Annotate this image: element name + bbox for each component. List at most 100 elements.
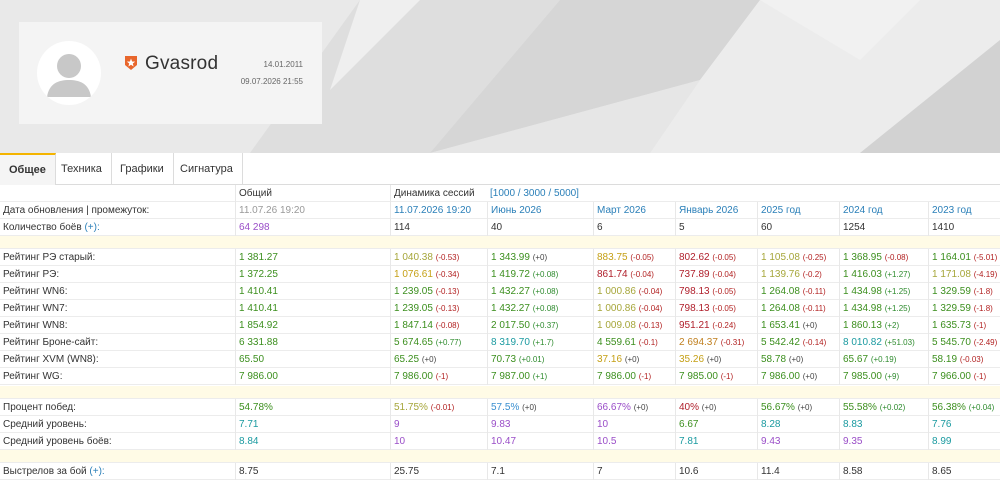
- period-2023[interactable]: 2023 год: [928, 202, 1000, 219]
- performance-row: Средний уровень: 7.71 9 9.83 10 6.67 8.28 8.83 7…: [0, 416, 1000, 433]
- performance-row-cell: 51.75% (-0.01): [390, 399, 487, 416]
- stat-value: 1 264.08: [761, 286, 800, 297]
- stat-value: 1 239.05: [394, 303, 433, 314]
- performance-row-cell: 10: [390, 433, 487, 450]
- rating-row-cell: 1 239.05 (-0.13): [390, 283, 487, 300]
- stat-delta: (-1): [435, 372, 449, 381]
- stat-value: 1 410.41: [239, 286, 278, 297]
- tab-vehicles[interactable]: Техника: [52, 153, 112, 185]
- shots-per-battle-label: Выстрелов за бой (+):: [0, 463, 235, 480]
- stat-value: 1 164.01: [932, 252, 971, 263]
- rating-row-cell: 7 987.00 (+1): [487, 368, 593, 385]
- rating-row-label: Рейтинг XVM (WN8):: [3, 354, 99, 365]
- stat-value: 883.75: [597, 252, 628, 263]
- battles-count-label-text: Количество боёв: [3, 222, 82, 233]
- tab-general[interactable]: Общее: [0, 153, 56, 185]
- shots-cell: 25.75: [390, 463, 487, 480]
- tab-charts[interactable]: Графики: [111, 153, 174, 185]
- stat-value: 1 009.08: [597, 320, 636, 331]
- rating-row-cell: 1 381.27: [235, 249, 390, 266]
- stat-value: 40%: [679, 402, 700, 413]
- performance-row-cell: 55.58% (+0.02): [839, 399, 928, 416]
- stat-value: 1 854.92: [239, 320, 278, 331]
- stat-value: 1 635.73: [932, 320, 971, 331]
- stat-delta: (-0.08): [435, 321, 460, 330]
- rating-row-cell: 1 432.27 (+0.08): [487, 300, 593, 317]
- performance-row-cell: 56.67% (+0): [757, 399, 839, 416]
- rating-row-cell: 798.13 (-0.05): [675, 283, 757, 300]
- performance-row-cell: 10.47: [487, 433, 593, 450]
- rating-row-cell: 5 542.42 (-0.14): [757, 334, 839, 351]
- stat-delta: (-1): [973, 372, 987, 381]
- stat-delta: (+2): [884, 321, 900, 330]
- performance-row-cell: 57.5% (+0): [487, 399, 593, 416]
- stat-delta: (+0): [701, 403, 717, 412]
- header-ranges-link[interactable]: [1000 / 3000 / 5000]: [490, 188, 579, 199]
- stat-value: 7 985.00: [679, 371, 718, 382]
- rating-row-cell: 1 164.01 (-5.01): [928, 249, 1000, 266]
- stat-value: 7 985.00: [843, 371, 882, 382]
- stat-value: 7 986.00: [394, 371, 433, 382]
- stat-value: 9.35: [843, 436, 863, 447]
- stat-delta: (-0.53): [435, 253, 460, 262]
- stat-delta: (+0): [624, 355, 640, 364]
- stat-value: 1 381.27: [239, 252, 278, 263]
- period-session[interactable]: 11.07.2026 19:20: [390, 202, 487, 219]
- table-header-row: Общий Динамика сессий [1000 / 3000 / 500…: [0, 185, 1000, 202]
- rating-row-cell: 1 854.92: [235, 317, 390, 334]
- performance-row: Средний уровень боёв: 8.84 10 10.47 10.5 7.81…: [0, 433, 1000, 450]
- stat-delta: (+0.08): [532, 287, 559, 296]
- performance-row-cell: 8.84: [235, 433, 390, 450]
- period-june[interactable]: Июнь 2026: [487, 202, 593, 219]
- rating-row-cell: 35.26 (+0): [675, 351, 757, 368]
- stat-delta: (+0): [421, 355, 437, 364]
- player-nickname: Gvasrod: [145, 53, 219, 74]
- stat-delta: (-0.05): [712, 287, 736, 296]
- rating-row-cell: 1 416.03 (+1.27): [839, 266, 928, 283]
- stat-delta: (+0): [802, 321, 818, 330]
- rating-row-cell: 1 847.14 (-0.08): [390, 317, 487, 334]
- performance-row-cell: 10: [593, 416, 675, 433]
- stat-value: 57.5%: [491, 402, 520, 413]
- rating-row-label: Рейтинг WN6:: [3, 286, 68, 297]
- shots-cell: 8.75: [235, 463, 390, 480]
- stat-value: 7 987.00: [491, 371, 530, 382]
- stat-delta: (-0.2): [802, 270, 822, 279]
- period-march[interactable]: Март 2026: [593, 202, 675, 219]
- rating-row-cell: 951.21 (-0.24): [675, 317, 757, 334]
- stat-value: 35.26: [679, 354, 705, 365]
- stat-delta: (-0.31): [720, 338, 745, 347]
- stat-delta: (-0.1): [638, 338, 658, 347]
- rating-row-cell: 798.13 (-0.05): [675, 300, 757, 317]
- battles-expand-link[interactable]: (+):: [84, 222, 100, 233]
- stat-value: 1 040.38: [394, 252, 433, 263]
- stat-delta: (-0.05): [712, 304, 736, 313]
- performance-row-cell: 7.76: [928, 416, 1000, 433]
- performance-row-label: Процент побед:: [3, 402, 76, 413]
- rating-row: Рейтинг WN8: 1 854.92 1 847.14 (-0.08) 2 01…: [0, 317, 1000, 334]
- stat-value: 6 331.88: [239, 337, 278, 348]
- rating-row-cell: 37.16 (+0): [593, 351, 675, 368]
- stat-delta: (-4.19): [973, 270, 998, 279]
- stat-delta: (-0.04): [630, 270, 654, 279]
- rating-row: Рейтинг WN7: 1 410.41 1 239.05 (-0.13) 1 43…: [0, 300, 1000, 317]
- period-january[interactable]: Январь 2026: [675, 202, 757, 219]
- stat-value: 7 986.00: [239, 371, 278, 382]
- header-general: Общий: [235, 185, 390, 202]
- period-2024[interactable]: 2024 год: [839, 202, 928, 219]
- rating-row-cell: 1 264.08 (-0.11): [757, 300, 839, 317]
- battles-count-cell: 1410: [928, 219, 1000, 236]
- stat-delta: (+0): [532, 253, 548, 262]
- shots-expand-link[interactable]: (+):: [89, 466, 105, 477]
- stat-value: 7 966.00: [932, 371, 971, 382]
- stat-value: 5 545.70: [932, 337, 971, 348]
- stat-value: 58.78: [761, 354, 787, 365]
- stat-value: 5 674.65: [394, 337, 433, 348]
- stat-value: 1 434.98: [843, 303, 882, 314]
- stat-delta: (-0.11): [802, 304, 826, 313]
- rating-row-label: Рейтинг Броне-сайт:: [3, 337, 99, 348]
- performance-row-cell: 9.83: [487, 416, 593, 433]
- period-2025[interactable]: 2025 год: [757, 202, 839, 219]
- rating-row-cell: 1 653.41 (+0): [757, 317, 839, 334]
- tab-signature[interactable]: Сигнатура: [171, 153, 243, 185]
